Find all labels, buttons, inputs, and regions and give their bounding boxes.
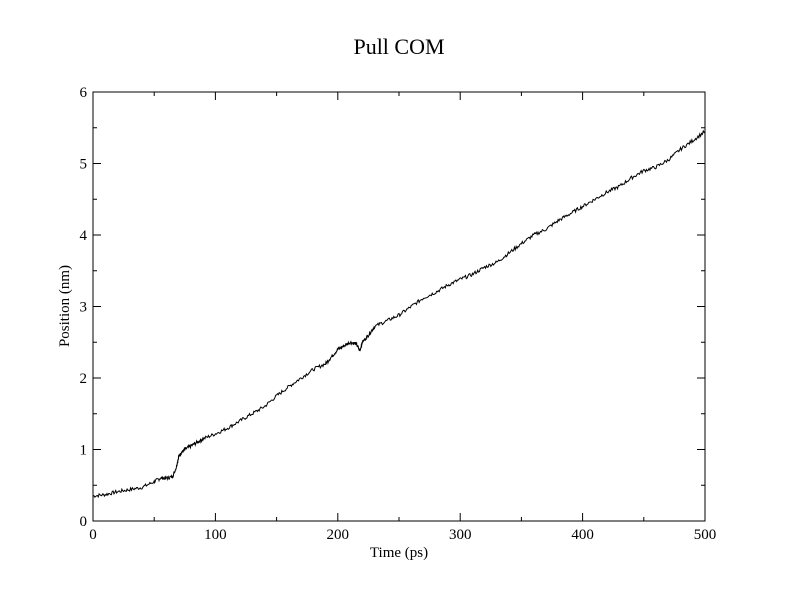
y-tick-label: 5: [80, 157, 88, 173]
x-tick-label: 0: [89, 527, 97, 543]
series-line: [92, 129, 706, 499]
y-axis-label: Position (nm): [57, 265, 73, 347]
x-tick-label: 100: [204, 527, 227, 543]
y-tick-label: 1: [80, 443, 88, 459]
y-tick-label: 0: [80, 514, 88, 530]
chart-title: Pull COM: [353, 34, 444, 59]
y-tick-label: 6: [80, 85, 88, 101]
x-tick-label: 400: [571, 527, 594, 543]
y-tick-label: 3: [80, 300, 88, 316]
x-axis-label: Time (ps): [370, 545, 428, 561]
x-tick-label: 200: [327, 527, 350, 543]
y-tick-labels: 0 1 2 3 4 5 6: [80, 85, 88, 530]
y-tick-label: 4: [80, 228, 88, 244]
x-tick-labels: 0 100 200 300 400 500: [89, 527, 716, 543]
x-tick-label: 300: [449, 527, 472, 543]
y-tick-label: 2: [80, 371, 88, 387]
x-tick-label: 500: [694, 527, 717, 543]
axis-ticks: [92, 91, 706, 522]
